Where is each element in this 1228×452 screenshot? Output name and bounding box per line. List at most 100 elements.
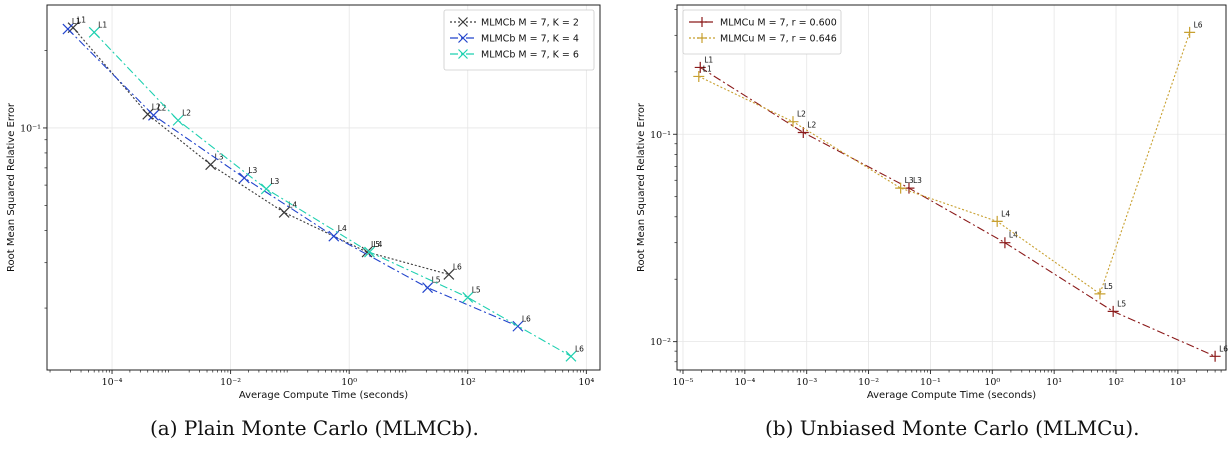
data-point-label: L1	[703, 64, 712, 73]
data-point-marker	[278, 207, 290, 218]
data-point-label: L3	[270, 177, 279, 186]
data-point-marker	[797, 126, 809, 138]
plot-frame	[46, 4, 601, 371]
data-point-label: L4	[1009, 231, 1018, 240]
legend-label: MLMCb M = 7, K = 4	[481, 34, 579, 45]
data-point-marker	[1209, 350, 1221, 362]
data-point-label: L5	[432, 276, 441, 285]
data-point-label: L3	[215, 153, 224, 162]
legend-label: MLMCu M = 7, r = 0.600	[720, 18, 837, 29]
data-point-label: L2	[182, 108, 191, 117]
y-tick-label: 10⁻¹	[20, 123, 41, 134]
x-tick-label: 10²	[1108, 377, 1124, 388]
data-point-label: L3	[905, 176, 914, 185]
x-tick-label: 10¹	[1046, 377, 1062, 388]
plot-frame	[676, 4, 1227, 371]
data-point-marker	[693, 70, 705, 82]
x-tick-label: 10⁴	[578, 377, 594, 388]
x-tick-label: 10⁻⁴	[734, 377, 755, 388]
legend: MLMCu M = 7, r = 0.600 MLMCu M = 7, r = 0…	[682, 9, 842, 55]
data-point-marker	[260, 183, 272, 195]
data-point-marker	[694, 61, 706, 73]
x-axis-label: Average Compute Time (seconds)	[867, 390, 1036, 401]
series-line	[699, 66, 1216, 357]
data-point-label: L1	[72, 17, 81, 26]
data-point-marker	[1184, 26, 1196, 38]
x-tick-label: 10⁰	[984, 377, 1000, 388]
data-point-label: L4	[288, 200, 297, 209]
x-tick-label: 10²	[460, 377, 476, 388]
data-point-label: L1	[77, 16, 86, 25]
x-tick-label: 10⁻³	[796, 377, 817, 388]
y-axis-label: Root Mean Squared Relative Error	[6, 102, 17, 272]
data-point-marker	[62, 23, 74, 35]
legend-label: MLMCb M = 7, K = 6	[481, 50, 579, 61]
data-point-marker	[205, 159, 217, 171]
data-point-marker	[172, 114, 184, 126]
legend-marker	[458, 33, 468, 43]
data-point-label: L4	[1001, 209, 1010, 218]
data-point-label: L5	[1117, 299, 1126, 308]
data-point-label: L2	[152, 102, 161, 111]
chart-panel-a: 10⁻⁴ 10⁻² 10⁰ 10² 10⁴ 10⁻¹ Average Compute Tim…	[6, 4, 601, 401]
data-point-marker	[422, 282, 434, 294]
data-point-marker	[462, 291, 474, 303]
data-point-label: L6	[1219, 344, 1228, 353]
data-point-label: L1	[704, 55, 713, 64]
x-axis-label: Average Compute Time (seconds)	[239, 390, 408, 401]
data-point-marker	[88, 26, 100, 38]
caption-panel-b: (b) Unbiased Monte Carlo (MLMCu).	[765, 416, 1140, 440]
data-point-marker	[999, 237, 1011, 249]
chart-panel-b: 10⁻⁵ 10⁻⁴ 10⁻³ 10⁻² 10⁻¹ 10⁰ 10¹ 10² 10³ 10⁻² 10⁻¹…	[636, 4, 1228, 401]
data-point-marker	[787, 116, 799, 128]
x-tick-label: 10⁰	[341, 377, 357, 388]
data-point-label: L2	[807, 120, 816, 129]
data-point-label: L6	[453, 262, 462, 271]
data-point-label: L3	[248, 166, 257, 175]
data-point-label: L4	[373, 240, 382, 249]
legend-marker	[458, 49, 468, 59]
data-point-marker	[364, 246, 375, 258]
data-point-marker	[1107, 305, 1119, 317]
data-point-label: L6	[575, 344, 584, 353]
legend: MLMCb M = 7, K = 2 MLMCb M = 7, K = 4 MLMC…	[443, 9, 595, 71]
x-tick-label: 10⁻⁵	[673, 377, 694, 388]
x-tick-label: 10⁻²	[220, 377, 241, 388]
data-point-label: L6	[522, 314, 531, 323]
series-0: L1 L2 L3 L4 L5 L6	[694, 55, 1228, 362]
data-point-marker	[328, 230, 340, 242]
data-point-label: L2	[797, 110, 806, 119]
data-point-label: L6	[1194, 20, 1203, 29]
legend-marker	[697, 33, 707, 43]
caption-panel-a: (a) Plain Monte Carlo (MLMCb).	[150, 416, 479, 440]
data-point-marker	[148, 109, 159, 121]
data-point-marker	[991, 215, 1003, 227]
data-point-label: L5	[472, 285, 481, 294]
y-axis-label: Root Mean Squared Relative Error	[636, 102, 647, 272]
x-tick-label: 10⁻¹	[920, 377, 941, 388]
legend-label: MLMCb M = 7, K = 2	[481, 18, 579, 29]
legend-label: MLMCu M = 7, r = 0.646	[720, 34, 837, 45]
data-point-label: L2	[157, 103, 166, 112]
data-point-marker	[443, 269, 455, 280]
data-point-marker	[1094, 288, 1106, 300]
legend-marker	[458, 17, 468, 27]
series-line	[67, 28, 519, 327]
x-tick-label: 10³	[1170, 377, 1186, 388]
series-line	[93, 31, 572, 357]
data-point-marker	[895, 182, 907, 194]
legend-box	[443, 9, 595, 71]
series-line	[72, 27, 450, 276]
data-point-label: L5	[371, 240, 380, 249]
y-tick-label: 10⁻²	[650, 337, 671, 348]
series-line	[698, 32, 1191, 295]
y-tick-label: 10⁻¹	[650, 130, 671, 141]
legend-marker	[697, 17, 707, 27]
data-point-label: L3	[913, 176, 922, 185]
x-tick-label: 10⁻⁴	[102, 377, 123, 388]
